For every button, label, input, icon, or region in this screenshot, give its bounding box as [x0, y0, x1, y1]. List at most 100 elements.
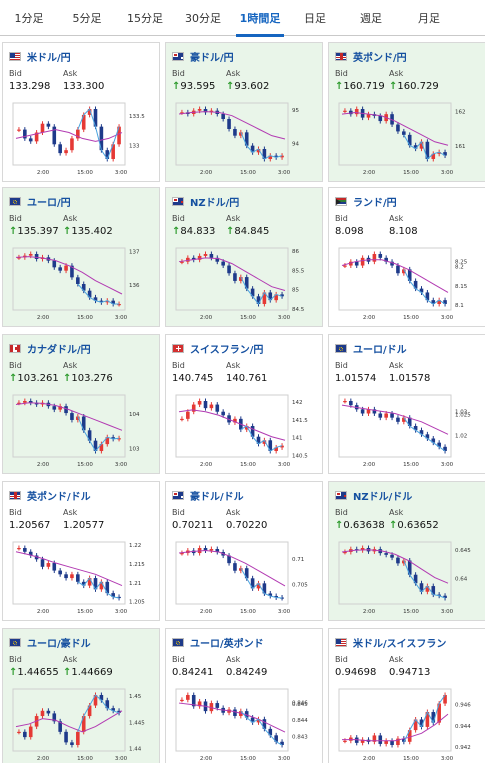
price-chart[interactable]: 95 94 2:00 15:00 3:00 — [170, 99, 320, 179]
candle-body — [372, 735, 377, 742]
card-header: ユーロ/英ポンド — [172, 635, 264, 650]
ma-line-long — [341, 111, 449, 146]
x-tick-label: 2:00 — [363, 609, 376, 615]
tab-monthly[interactable]: 月足 — [418, 12, 440, 25]
pair-name[interactable]: カナダドル/円 — [27, 344, 91, 356]
price-chart[interactable]: 0.645 0.64 2:00 15:00 3:00 — [333, 538, 483, 618]
candle-body — [402, 560, 406, 564]
ask-label: Ask — [63, 508, 78, 517]
price-chart[interactable]: 142 141.5 141 140.5 2:00 15:00 3:00 — [170, 391, 320, 471]
candle-body — [244, 568, 249, 579]
plot-frame — [175, 688, 289, 752]
pair-name[interactable]: 米ドル/スイスフラン — [353, 638, 447, 650]
rate-card[interactable]: カナダドル/円 Bid Ask ↑103.261 ↑103.276 104 103 2:00 1… — [2, 334, 160, 474]
candle-body — [354, 261, 359, 266]
rate-card[interactable]: ユーロ/豪ドル Bid Ask ↑1.44655 ↑1.44669 1.45 1.445 1.… — [2, 628, 160, 763]
rate-card[interactable]: ユーロ/ドル Bid Ask 1.01574 1.01578 1.03 1.025 1.02 2… — [328, 334, 485, 474]
pair-name[interactable]: NZドル/ドル — [353, 491, 413, 503]
rate-card[interactable]: 英ポンド/ドル Bid Ask 1.20567 1.20577 1.22 1.215 1.21… — [2, 481, 160, 621]
tab-30min[interactable]: 30分足 — [185, 12, 221, 25]
rate-card[interactable]: ユーロ/円 Bid Ask ↑135.397 ↑135.402 137 136 2:00 15:… — [2, 187, 160, 327]
price-chart[interactable]: 104 103 2:00 15:00 3:00 — [7, 391, 157, 471]
tab-daily[interactable]: 日足 — [304, 12, 326, 25]
pair-name[interactable]: 豪ドル/ドル — [190, 491, 244, 503]
rate-card[interactable]: 米ドル/円 Bid Ask 133.298 133.300 133.5 133 2:00 15:… — [2, 42, 160, 182]
pair-name[interactable]: ユーロ/円 — [27, 197, 71, 209]
ask-label: Ask — [63, 69, 78, 78]
rate-card[interactable]: NZドル/円 Bid Ask ↑84.833 ↑84.845 86 85.5 85 84.5 2:… — [165, 187, 323, 327]
rate-card[interactable]: ユーロ/英ポンド Bid Ask 0.84241 0.84249 0.846 0.845 0.… — [165, 628, 323, 763]
tab-5min[interactable]: 5分足 — [72, 12, 102, 25]
pair-name[interactable]: 英ポンド/円 — [353, 52, 407, 64]
x-tick-label: 3:00 — [278, 170, 291, 176]
pair-name[interactable]: スイスフラン/円 — [190, 344, 264, 356]
candle-body — [180, 112, 184, 114]
candle-body — [390, 413, 394, 418]
candle-body — [105, 700, 110, 709]
candle-body — [64, 265, 68, 271]
up-arrow-icon: ↑ — [172, 226, 181, 237]
candle-body — [17, 731, 21, 734]
candle-body — [233, 418, 237, 423]
candle-body — [280, 445, 284, 448]
bid-value: ↑0.63638 — [335, 520, 385, 531]
x-tick-label: 15:00 — [240, 756, 256, 762]
rate-card[interactable]: 英ポンド/円 Bid Ask ↑160.719 ↑160.729 162 161 2:00 15… — [328, 42, 485, 182]
rate-card[interactable]: 豪ドル/ドル Bid Ask 0.70211 0.70220 0.71 0.705 2:00 1… — [165, 481, 323, 621]
pair-name[interactable]: ユーロ/英ポンド — [190, 638, 264, 650]
candle-body — [407, 269, 412, 281]
y-tick-label: 162 — [455, 110, 466, 116]
price-chart[interactable]: 86 85.5 85 84.5 2:00 15:00 3:00 — [170, 244, 320, 324]
candle-body — [180, 418, 184, 421]
candle-body — [256, 296, 261, 304]
price-chart[interactable]: 0.71 0.705 2:00 15:00 3:00 — [170, 538, 320, 618]
price-chart[interactable]: 0.946 0.944 0.942 2:00 15:00 3:00 — [333, 685, 483, 763]
price-chart[interactable]: 0.846 0.845 0.844 0.843 2:00 15:00 3:00 — [170, 685, 320, 763]
candle-body — [111, 437, 115, 439]
price-chart[interactable]: 1.03 1.025 1.02 2:00 15:00 3:00 — [333, 391, 483, 471]
candle-body — [64, 406, 68, 414]
price-chart[interactable]: 133.5 133 2:00 15:00 3:00 — [7, 99, 157, 179]
pair-name[interactable]: 米ドル/円 — [27, 52, 71, 64]
pair-name[interactable]: ランド/円 — [353, 197, 397, 209]
ma-line-short — [77, 416, 120, 452]
pair-name[interactable]: ユーロ/豪ドル — [27, 638, 91, 650]
candle-body — [425, 434, 430, 439]
candle-body — [239, 568, 243, 571]
candle-body — [280, 741, 284, 745]
pair-name[interactable]: NZドル/円 — [190, 197, 240, 209]
ask-value: 0.70220 — [226, 520, 268, 531]
pair-name[interactable]: 豪ドル/円 — [190, 52, 234, 64]
y-tick-label: 85.5 — [292, 268, 305, 274]
rate-card[interactable]: NZドル/ドル Bid Ask ↑0.63638 ↑0.63652 0.645 0.64 2:… — [328, 481, 485, 621]
candle-body — [93, 695, 98, 706]
eu-flag-icon — [172, 637, 184, 647]
up-arrow-icon: ↑ — [63, 373, 72, 384]
ask-label: Ask — [226, 214, 241, 223]
y-tick-label: 8.1 — [455, 303, 464, 309]
candle-body — [413, 719, 418, 731]
rate-card[interactable]: 米ドル/スイスフラン Bid Ask 0.94698 0.94713 0.946 0.944… — [328, 628, 485, 763]
price-chart[interactable]: 1.22 1.215 1.21 1.205 2:00 15:00 3:00 — [7, 538, 157, 618]
price-chart[interactable]: 1.45 1.445 1.44 2:00 15:00 3:00 — [7, 685, 157, 763]
rate-card[interactable]: 豪ドル/円 Bid Ask ↑93.595 ↑93.602 95 94 2:00 15:00 3:… — [165, 42, 323, 182]
tab-1hour[interactable]: 1時間足 — [232, 0, 288, 37]
candle-body — [117, 438, 121, 440]
candle-body — [407, 560, 412, 575]
price-chart[interactable]: 162 161 2:00 15:00 3:00 — [333, 99, 483, 179]
tab-1min[interactable]: 1分足 — [14, 12, 44, 25]
tab-15min[interactable]: 15分足 — [127, 12, 163, 25]
plot-frame — [12, 247, 126, 311]
tab-weekly[interactable]: 週足 — [360, 12, 382, 25]
price-chart[interactable]: 8.25 8.2 8.15 8.1 2:00 15:00 3:00 — [333, 244, 483, 324]
rate-card[interactable]: ランド/円 Bid Ask 8.098 8.108 8.25 8.2 8.15 8.1 2:00 1… — [328, 187, 485, 327]
price-chart[interactable]: 137 136 2:00 15:00 3:00 — [7, 244, 157, 324]
rate-card[interactable]: スイスフラン/円 Bid Ask 140.745 140.761 142 141.5 141 1… — [165, 334, 323, 474]
y-tick-label: 136 — [129, 283, 140, 289]
card-header: NZドル/ドル — [335, 488, 413, 503]
candle-body — [390, 261, 394, 266]
pair-name[interactable]: 英ポンド/ドル — [27, 491, 91, 503]
candle-body — [64, 150, 68, 154]
candle-body — [262, 583, 267, 594]
pair-name[interactable]: ユーロ/ドル — [353, 344, 407, 356]
